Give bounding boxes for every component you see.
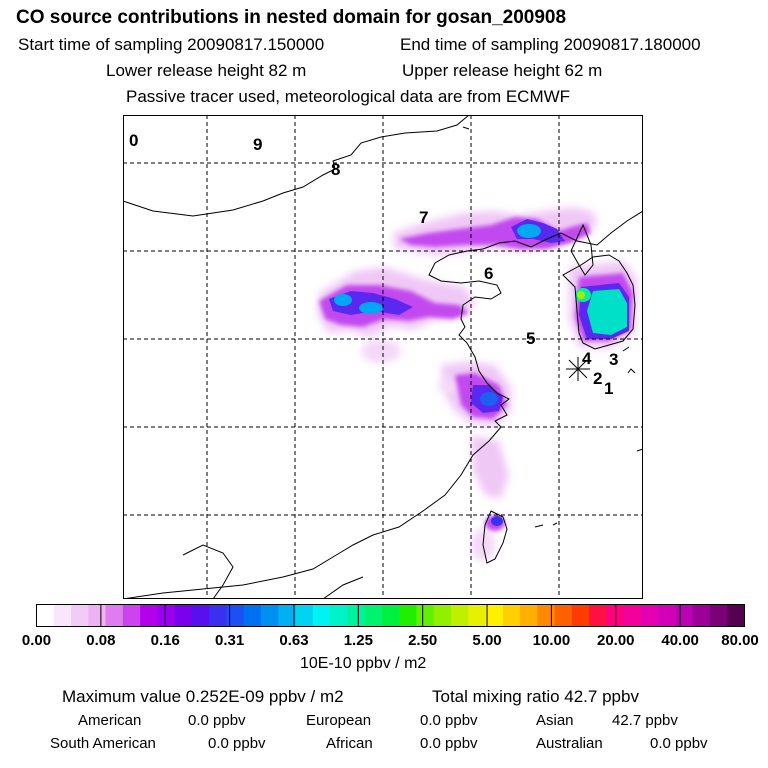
colorbar-cell bbox=[709, 604, 728, 627]
colorbar bbox=[36, 604, 745, 627]
colorbar-cell bbox=[105, 604, 124, 627]
colorbar-tick-label: 10.00 bbox=[532, 632, 571, 649]
region-number-0: 0 bbox=[129, 131, 138, 150]
colorbar-cell bbox=[727, 604, 745, 627]
colorbar-cell bbox=[468, 604, 486, 627]
maximum-value: Maximum value 0.252E-09 ppbv / m2 bbox=[62, 687, 344, 706]
colorbar-cell bbox=[295, 604, 314, 627]
colorbar-tick-label: 0.08 bbox=[86, 632, 116, 649]
colorbar-cell bbox=[260, 604, 279, 627]
colorbar-tick-label: 40.00 bbox=[661, 632, 699, 649]
region-asian-value: 42.7 ppbv bbox=[612, 712, 678, 729]
colorbar-cell bbox=[399, 604, 417, 627]
colorbar-cell bbox=[606, 604, 625, 627]
colorbar-cell bbox=[174, 604, 193, 627]
region-number-1: 1 bbox=[604, 379, 613, 398]
colorbar-frame bbox=[36, 604, 745, 627]
receptor-site-marker bbox=[566, 357, 590, 381]
plot-title: CO source contributions in nested domain… bbox=[16, 7, 567, 28]
region-american-name: American bbox=[78, 712, 142, 729]
region-number-9: 9 bbox=[253, 135, 262, 154]
colorbar-tick-label: 5.00 bbox=[472, 632, 502, 649]
map-frame bbox=[123, 115, 643, 599]
plume-layer bbox=[317, 207, 637, 561]
region-number-4: 4 bbox=[582, 349, 592, 368]
colorbar-cell bbox=[53, 604, 72, 627]
tracer-note: Passive tracer used, meteorological data… bbox=[126, 87, 571, 106]
colorbar-cell bbox=[433, 604, 452, 627]
upper-release-height: Upper release height 62 m bbox=[402, 61, 603, 80]
colorbar-cell bbox=[450, 604, 469, 627]
colorbar-cell bbox=[191, 604, 210, 627]
colorbar-cell bbox=[537, 604, 555, 627]
colorbar-cell bbox=[381, 604, 400, 627]
colorbar-cell bbox=[554, 604, 573, 627]
graticule bbox=[123, 115, 643, 599]
colorbar-cell bbox=[347, 604, 365, 627]
region-asian-name: Asian bbox=[536, 712, 574, 729]
colorbar-cell bbox=[157, 604, 176, 627]
colorbar-tick-label: 0.00 bbox=[21, 632, 52, 649]
colorbar-units: 10E-10 ppbv / m2 bbox=[300, 655, 427, 672]
lower-release-height: Lower release height 82 m bbox=[106, 61, 307, 80]
colorbar-tick-label: 80.00 bbox=[721, 632, 759, 649]
region-african-name: African bbox=[326, 735, 373, 752]
colorbar-cell bbox=[416, 604, 435, 627]
sampling-end: End time of sampling 20090817.180000 bbox=[400, 35, 701, 54]
colorbar-cell bbox=[330, 604, 348, 627]
colorbar-cell bbox=[140, 604, 158, 627]
region-australian-name: Australian bbox=[536, 735, 603, 752]
colorbar-cell bbox=[658, 604, 676, 627]
region-south-american-name: South American bbox=[50, 735, 156, 752]
region-number-8: 8 bbox=[331, 160, 340, 179]
colorbar-cell bbox=[226, 604, 245, 627]
plume-mid bbox=[319, 217, 633, 531]
colorbar-cell bbox=[571, 604, 590, 627]
colorbar-tick-label: 0.16 bbox=[150, 632, 180, 649]
region-american-value: 0.0 ppbv bbox=[188, 712, 246, 729]
region-european-name: European bbox=[306, 712, 372, 729]
sampling-start: Start time of sampling 20090817.150000 bbox=[18, 35, 325, 54]
concentration-map: 0 9 8 7 6 5 4 3 2 1 bbox=[123, 115, 643, 599]
colorbar-cell bbox=[485, 604, 504, 627]
region-european-value: 0.0 ppbv bbox=[420, 712, 478, 729]
colorbar-tick-label: 0.63 bbox=[279, 632, 309, 649]
colorbar-cell bbox=[502, 604, 521, 627]
colorbar-cell bbox=[692, 604, 711, 627]
colorbar-cell bbox=[364, 604, 383, 627]
colorbar-cell bbox=[589, 604, 607, 627]
colorbar-tick-label: 0.31 bbox=[214, 632, 245, 649]
colorbar-tick-label: 2.50 bbox=[408, 632, 438, 649]
region-number-7: 7 bbox=[419, 208, 428, 227]
colorbar-cells bbox=[36, 604, 745, 627]
colorbar-cell bbox=[122, 604, 141, 627]
colorbar-cell bbox=[675, 604, 694, 627]
coastlines bbox=[123, 115, 643, 599]
region-number-3: 3 bbox=[609, 350, 618, 369]
region-number-5: 5 bbox=[526, 329, 535, 348]
colorbar-cell bbox=[243, 604, 262, 627]
colorbar-cell bbox=[623, 604, 642, 627]
colorbar-cell bbox=[312, 604, 331, 627]
region-number-6: 6 bbox=[484, 264, 493, 283]
plume-core bbox=[334, 224, 627, 406]
colorbar-tick-label: 1.25 bbox=[343, 632, 373, 649]
colorbar-cell bbox=[278, 604, 296, 627]
colorbar-cell bbox=[36, 604, 55, 627]
colorbar-cell bbox=[520, 604, 538, 627]
colorbar-cell bbox=[71, 604, 89, 627]
colorbar-cell bbox=[209, 604, 227, 627]
colorbar-tick-label: 20.00 bbox=[596, 632, 635, 649]
colorbar-cell bbox=[88, 604, 106, 627]
region-south-american-value: 0.0 ppbv bbox=[208, 735, 266, 752]
region-african-value: 0.0 ppbv bbox=[420, 735, 478, 752]
region-australian-value: 0.0 ppbv bbox=[650, 735, 708, 752]
colorbar-cell bbox=[640, 604, 659, 627]
total-mixing-ratio: Total mixing ratio 42.7 ppbv bbox=[432, 687, 639, 706]
region-number-2: 2 bbox=[593, 369, 602, 388]
